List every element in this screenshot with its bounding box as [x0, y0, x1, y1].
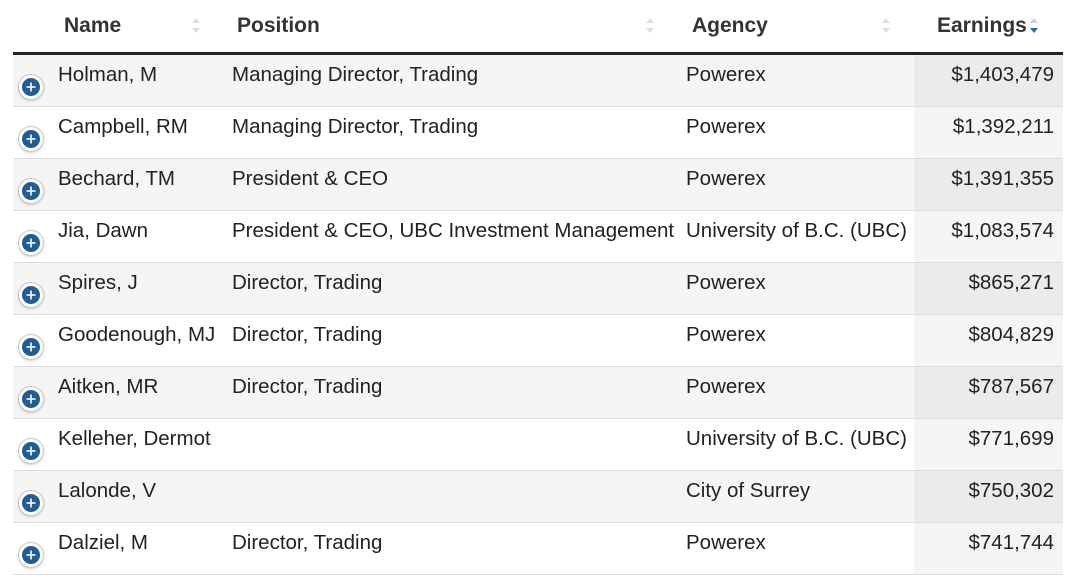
plus-circle-icon: [22, 338, 40, 356]
cell-name: Holman, M: [58, 63, 158, 86]
cell-agency: Powerex: [686, 531, 766, 554]
cell-agency: Powerex: [686, 167, 766, 190]
column-header-name[interactable]: Name: [64, 0, 200, 52]
column-header-label: Name: [64, 14, 122, 37]
table-row: Aitken, MR Director, Trading Powerex $78…: [13, 367, 1063, 419]
cell-name: Goodenough, MJ: [58, 323, 216, 346]
cell-name: Kelleher, Dermot: [58, 427, 211, 450]
table-row: Jia, Dawn President & CEO, UBC Investmen…: [13, 211, 1063, 263]
cell-name: Campbell, RM: [58, 115, 188, 138]
plus-circle-icon: [22, 442, 40, 460]
cell-agency: Powerex: [686, 375, 766, 398]
cell-name: Spires, J: [58, 271, 138, 294]
column-header-position[interactable]: Position: [237, 0, 654, 52]
cell-position: Director, Trading: [232, 271, 383, 294]
cell-agency: City of Surrey: [686, 479, 811, 502]
expand-row-button[interactable]: [19, 335, 43, 359]
cell-name: Aitken, MR: [58, 375, 159, 398]
plus-circle-icon: [22, 130, 40, 148]
cell-earnings: $750,302: [914, 471, 1063, 522]
table-row: Kelleher, Dermot University of B.C. (UBC…: [13, 419, 1063, 471]
cell-earnings: $1,083,574: [914, 211, 1063, 262]
cell-position: Director, Trading: [232, 531, 383, 554]
cell-agency: Powerex: [686, 115, 766, 138]
column-header-label: Agency: [692, 14, 768, 37]
table-row: Spires, J Director, Trading Powerex $865…: [13, 263, 1063, 315]
sort-icon: [645, 18, 655, 36]
sort-icon: [191, 18, 201, 36]
column-header-earnings[interactable]: Earnings: [937, 0, 1038, 52]
table-header: Name Position Agency Earnings: [13, 0, 1063, 55]
expand-row-button[interactable]: [19, 75, 43, 99]
cell-agency: Powerex: [686, 271, 766, 294]
expand-row-button[interactable]: [19, 127, 43, 151]
cell-name: Bechard, TM: [58, 167, 175, 190]
expand-row-button[interactable]: [19, 491, 43, 515]
expand-row-button[interactable]: [19, 543, 43, 567]
table-row: Goodenough, MJ Director, Trading Powerex…: [13, 315, 1063, 367]
cell-earnings: $804,829: [914, 315, 1063, 366]
cell-position: President & CEO, UBC Investment Manageme…: [232, 219, 675, 242]
cell-agency: University of B.C. (UBC): [686, 219, 907, 242]
cell-agency: Powerex: [686, 63, 766, 86]
column-header-label: Position: [237, 14, 320, 37]
expand-row-button[interactable]: [19, 283, 43, 307]
cell-position: Director, Trading: [232, 375, 383, 398]
expand-row-button[interactable]: [19, 387, 43, 411]
cell-position: Director, Trading: [232, 323, 383, 346]
table-row: Lalonde, V City of Surrey $750,302: [13, 471, 1063, 523]
expand-row-button[interactable]: [19, 179, 43, 203]
salary-table: Name Position Agency Earnings Holman, M …: [13, 0, 1063, 575]
expand-row-button[interactable]: [19, 231, 43, 255]
cell-name: Dalziel, M: [58, 531, 148, 554]
cell-earnings: $787,567: [914, 367, 1063, 418]
column-header-agency[interactable]: Agency: [692, 0, 890, 52]
cell-earnings: $865,271: [914, 263, 1063, 314]
sort-descending-icon: [1029, 18, 1039, 36]
cell-earnings: $1,391,355: [914, 159, 1063, 210]
cell-position: Managing Director, Trading: [232, 63, 479, 86]
cell-earnings: $771,699: [914, 419, 1063, 470]
plus-circle-icon: [22, 546, 40, 564]
plus-circle-icon: [22, 494, 40, 512]
table-row: Dalziel, M Director, Trading Powerex $74…: [13, 523, 1063, 575]
table-row: Campbell, RM Managing Director, Trading …: [13, 107, 1063, 159]
column-header-label: Earnings: [937, 14, 1027, 37]
cell-earnings: $741,744: [914, 523, 1063, 574]
cell-name: Lalonde, V: [58, 479, 157, 502]
expand-row-button[interactable]: [19, 439, 43, 463]
table-row: Holman, M Managing Director, Trading Pow…: [13, 55, 1063, 107]
cell-earnings: $1,392,211: [914, 107, 1063, 158]
cell-position: President & CEO: [232, 167, 389, 190]
plus-circle-icon: [22, 390, 40, 408]
cell-name: Jia, Dawn: [58, 219, 149, 242]
cell-earnings: $1,403,479: [914, 55, 1063, 106]
cell-agency: Powerex: [686, 323, 766, 346]
sort-icon: [881, 18, 891, 36]
plus-circle-icon: [22, 78, 40, 96]
plus-circle-icon: [22, 286, 40, 304]
cell-agency: University of B.C. (UBC): [686, 427, 907, 450]
table-body: Holman, M Managing Director, Trading Pow…: [13, 55, 1063, 575]
cell-position: Managing Director, Trading: [232, 115, 479, 138]
table-row: Bechard, TM President & CEO Powerex $1,3…: [13, 159, 1063, 211]
plus-circle-icon: [22, 182, 40, 200]
plus-circle-icon: [22, 234, 40, 252]
